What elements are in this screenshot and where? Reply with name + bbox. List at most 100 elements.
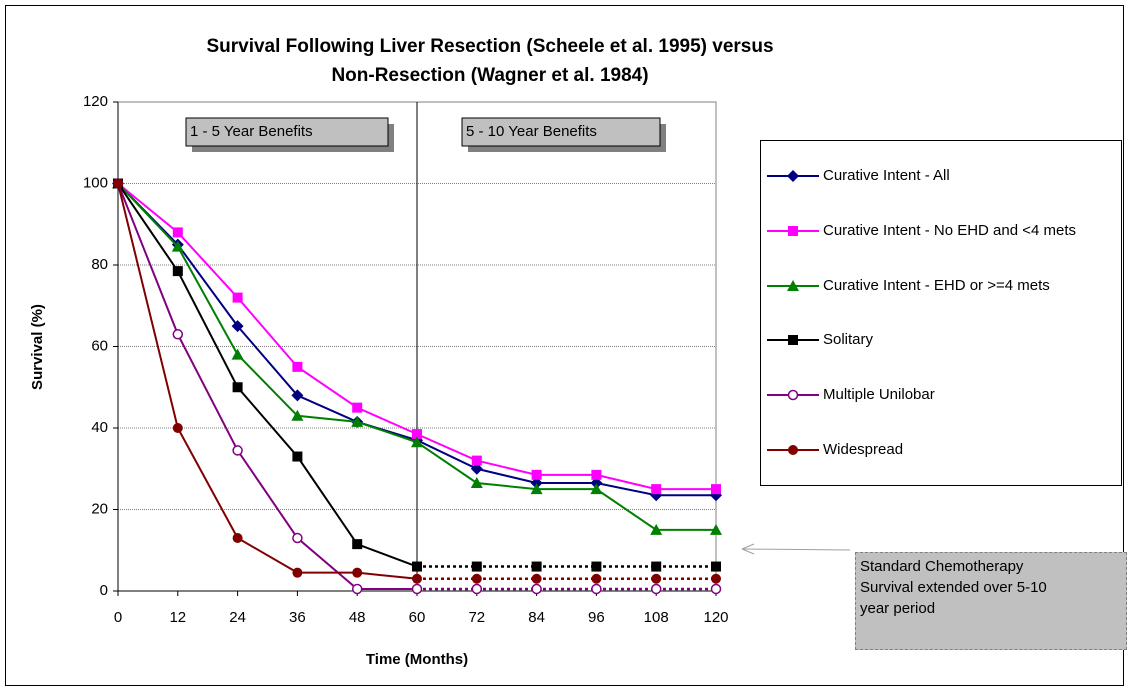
marker [292, 532, 303, 544]
marker [531, 469, 542, 480]
x-tick-label: 24 [229, 609, 246, 626]
marker [590, 483, 603, 495]
legend-label: Curative Intent - All [823, 167, 950, 185]
marker [470, 477, 483, 489]
marker [232, 445, 243, 456]
marker [172, 227, 183, 238]
legend-entry: Curative Intent - No EHD and <4 mets [761, 221, 1121, 241]
x-tick-label: 108 [644, 609, 669, 626]
y-tick-label: 0 [100, 582, 108, 599]
x-tick-label: 36 [289, 609, 306, 626]
marker [231, 320, 244, 333]
legend-icon [767, 444, 819, 455]
marker [172, 423, 183, 433]
y-tick-label: 20 [91, 500, 108, 517]
legend-label: Curative Intent - EHD or >=4 mets [823, 276, 1050, 294]
legend-label: Multiple Unilobar [823, 385, 935, 403]
marker [591, 561, 602, 572]
marker [351, 583, 363, 595]
marker [232, 533, 243, 544]
chart-border [5, 5, 1124, 686]
marker [788, 444, 798, 455]
marker [292, 451, 303, 462]
marker [788, 225, 798, 236]
y-tick-label: 100 [83, 174, 108, 191]
x-tick-label: 96 [588, 609, 605, 626]
marker [591, 583, 602, 595]
marker [471, 573, 482, 584]
marker [172, 329, 184, 340]
marker [651, 561, 662, 572]
annotation: 5 - 10 Year Benefits [466, 123, 597, 140]
marker [711, 573, 721, 584]
annotation-box [461, 117, 661, 147]
legend-icon [767, 225, 819, 236]
marker [651, 484, 662, 495]
marker [232, 292, 243, 303]
legend-entry: Multiple Unilobar [761, 385, 1121, 405]
y-tick-label: 60 [91, 337, 108, 354]
chart-title: Survival Following Liver Resection (Sche… [206, 36, 773, 57]
marker [650, 583, 662, 595]
marker [351, 415, 364, 427]
x-tick-label: 48 [349, 609, 366, 626]
marker [650, 523, 663, 535]
marker [711, 484, 721, 495]
marker [412, 561, 422, 572]
marker [291, 389, 304, 402]
x-tick-label: 72 [468, 609, 485, 626]
x-axis-title: Time (Months) [366, 651, 468, 668]
marker [787, 279, 799, 291]
marker [352, 402, 363, 413]
chart-title: Non-Resection (Wagner et al. 1984) [331, 65, 648, 86]
series-line [117, 183, 417, 590]
annotation: Standard Chemotherapy Survival extended … [860, 558, 1047, 617]
marker [292, 361, 303, 372]
annotation: 1 - 5 Year Benefits [190, 123, 313, 140]
marker [172, 266, 183, 277]
legend-label: Solitary [823, 331, 874, 349]
marker [412, 573, 422, 584]
marker [710, 523, 722, 535]
marker [590, 477, 603, 490]
marker [232, 382, 243, 393]
annotation-box [185, 117, 389, 147]
marker [352, 567, 363, 578]
marker [591, 573, 602, 584]
legend: Curative Intent - All Curative Intent - N… [760, 140, 1122, 486]
marker [471, 583, 483, 595]
marker [291, 409, 304, 421]
marker [531, 573, 542, 584]
marker [171, 240, 184, 252]
arrow [741, 548, 851, 551]
y-tick-label: 80 [91, 256, 108, 273]
legend-icon [767, 389, 819, 401]
series-line [117, 183, 418, 580]
legend-entry: Curative Intent - All [761, 166, 1121, 186]
y-tick-label: 120 [83, 93, 108, 110]
y-axis-title: Survival (%) [29, 304, 46, 390]
marker [412, 429, 422, 440]
x-tick-label: 84 [528, 609, 545, 626]
marker [531, 583, 542, 595]
marker [231, 348, 244, 360]
marker [591, 469, 602, 480]
y-tick-label: 40 [91, 419, 108, 436]
marker [710, 583, 722, 595]
marker [651, 573, 662, 584]
legend-icon [767, 170, 819, 183]
marker [471, 561, 482, 572]
series-line [117, 182, 418, 568]
marker [352, 539, 363, 550]
annotation-box: Standard Chemotherapy Survival extended … [855, 552, 1127, 650]
marker [470, 462, 483, 475]
legend-icon [767, 279, 819, 291]
marker [788, 335, 798, 346]
arrow-head [741, 543, 755, 555]
marker [292, 567, 303, 578]
legend-label: Curative Intent - No EHD and <4 mets [823, 221, 1077, 239]
marker [787, 170, 799, 183]
x-tick-label: 0 [114, 609, 122, 626]
